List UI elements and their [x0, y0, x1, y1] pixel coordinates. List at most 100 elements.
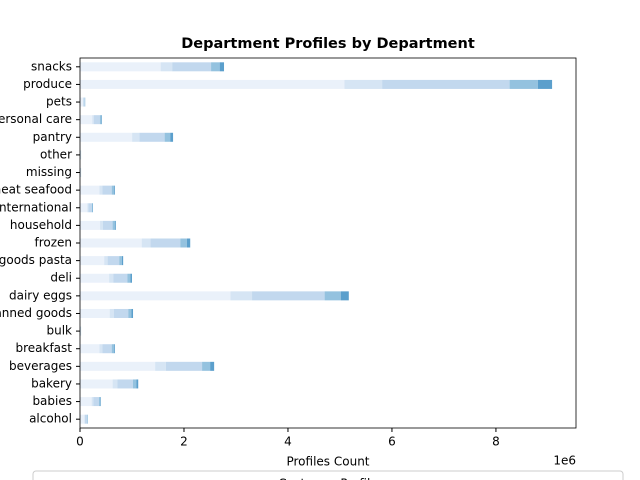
bar-segment: [155, 361, 166, 371]
bar-segment: [109, 273, 114, 283]
bar-segment: [109, 308, 114, 318]
y-tick-label: missing: [26, 165, 72, 179]
bar-segment: [111, 344, 114, 354]
bar-segment: [87, 203, 89, 213]
bar-segment: [107, 256, 120, 266]
bar-segment: [111, 185, 114, 195]
x-tick-label: 0: [76, 435, 84, 449]
bar-segment: [100, 397, 101, 407]
bar-segment: [91, 397, 94, 407]
bar-segment: [210, 361, 215, 371]
bar-segment: [113, 344, 115, 354]
legend-title: Customer Profile: [278, 477, 377, 480]
y-tick-label: produce: [23, 77, 72, 91]
bar-segment: [80, 203, 88, 213]
bar-segment: [91, 203, 93, 213]
bar-segment: [83, 97, 85, 107]
y-tick-label: pets: [46, 95, 72, 109]
bar-segment: [141, 238, 151, 248]
x-tick-label: 4: [284, 435, 292, 449]
x-tick-label: 8: [492, 435, 500, 449]
bar-segment: [80, 62, 161, 72]
bar-segment: [80, 220, 101, 230]
bar-segment: [150, 238, 181, 248]
bar-segment: [80, 256, 105, 266]
bar-segment: [131, 308, 134, 318]
bar-segment: [88, 203, 92, 213]
bar-segment: [117, 379, 133, 389]
y-tick-label: international: [0, 200, 72, 214]
bar-segment: [101, 115, 102, 125]
y-tick-label: other: [40, 147, 72, 161]
bar-segment: [132, 379, 137, 389]
bar-segment: [382, 79, 510, 89]
bar-segment: [104, 256, 108, 266]
chart-title: Department Profiles by Department: [181, 36, 475, 52]
bar-segment: [113, 185, 115, 195]
y-tick-label: snacks: [31, 59, 72, 73]
bar-segment: [92, 115, 94, 125]
bar-segment: [132, 132, 140, 142]
bar-segment: [113, 273, 128, 283]
bar-segment: [128, 308, 132, 318]
bar-segment: [84, 414, 88, 424]
bar-segment: [509, 79, 538, 89]
x-tick-label: 6: [388, 435, 396, 449]
bar-segment: [80, 361, 156, 371]
bar-segment: [80, 308, 110, 318]
legend-box: [32, 470, 624, 480]
bar-segment: [80, 273, 110, 283]
bar-segment: [340, 291, 349, 301]
bar-segment: [99, 185, 103, 195]
y-tick-label: dry goods pasta: [0, 253, 72, 267]
bar-segment: [180, 238, 187, 248]
bar-segment: [99, 115, 102, 125]
bar-segment: [100, 220, 103, 230]
bar-segment: [80, 397, 92, 407]
bar-segment: [127, 273, 131, 283]
bar-segment: [80, 291, 231, 301]
bar-segment: [344, 79, 383, 89]
y-tick-label: meat seafood: [0, 183, 72, 197]
bar-segment: [80, 238, 142, 248]
bar-segment: [130, 273, 132, 283]
bar-segment: [99, 344, 103, 354]
bar-segment: [80, 185, 100, 195]
bar-segment: [80, 115, 93, 125]
bar-segment: [80, 379, 113, 389]
bar-segment: [119, 256, 122, 266]
y-tick-label: babies: [32, 394, 72, 408]
y-tick-label: household: [10, 218, 72, 232]
x-offset-label: 1e6: [553, 454, 576, 468]
y-tick-label: bulk: [46, 324, 72, 338]
bar-segment: [160, 62, 173, 72]
y-tick-label: frozen: [34, 236, 72, 250]
bar-segment: [113, 308, 129, 318]
bar-segment: [80, 79, 345, 89]
bar-segment: [102, 185, 112, 195]
bar-segment: [102, 220, 113, 230]
bar-segment: [537, 79, 553, 89]
y-tick-label: beverages: [9, 359, 72, 373]
bar-segment: [93, 115, 100, 125]
y-tick-label: personal care: [0, 112, 72, 126]
bar-segment: [80, 414, 85, 424]
bar-segment: [98, 397, 101, 407]
bar-segment: [84, 414, 85, 424]
y-tick-label: deli: [50, 271, 72, 285]
bar-segment: [170, 132, 174, 142]
bar-segment: [121, 256, 124, 266]
y-tick-label: breakfast: [15, 341, 72, 355]
bar-segment: [324, 291, 341, 301]
bar-segment: [211, 62, 220, 72]
bar-segment: [165, 361, 203, 371]
bar-segment: [93, 397, 99, 407]
y-tick-label: bakery: [31, 376, 72, 390]
bar-segment: [80, 132, 133, 142]
bar-segment: [202, 361, 211, 371]
bar-segment: [80, 97, 83, 107]
bar-segment: [102, 344, 112, 354]
x-tick-label: 2: [180, 435, 188, 449]
bar-segment: [112, 379, 118, 389]
